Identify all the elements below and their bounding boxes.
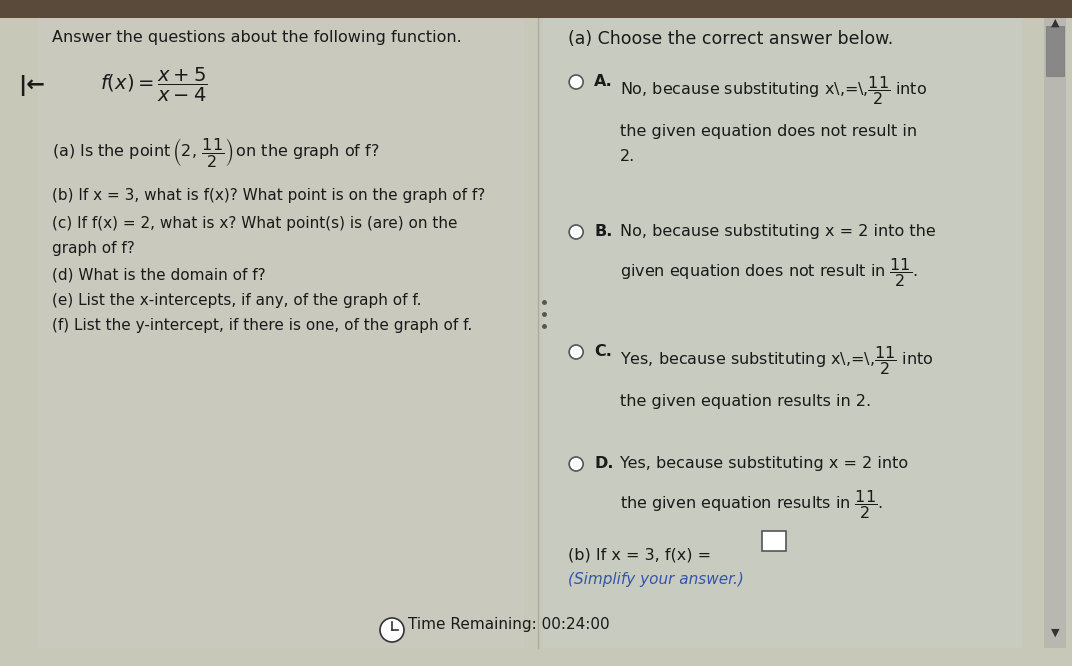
FancyBboxPatch shape [762, 531, 786, 551]
Text: (d) What is the domain of f?: (d) What is the domain of f? [53, 268, 266, 283]
Text: (Simplify your answer.): (Simplify your answer.) [568, 572, 744, 587]
Text: ▲: ▲ [1051, 18, 1059, 28]
Circle shape [569, 345, 583, 359]
Text: D.: D. [594, 456, 613, 471]
Text: (e) List the x-intercepts, if any, of the graph of f.: (e) List the x-intercepts, if any, of th… [53, 293, 421, 308]
Text: (a) Choose the correct answer below.: (a) Choose the correct answer below. [568, 30, 893, 48]
Text: the given equation does not result in: the given equation does not result in [620, 124, 918, 139]
Text: |←: |← [18, 75, 45, 97]
Text: Time Remaining: 00:24:00: Time Remaining: 00:24:00 [408, 617, 610, 631]
Text: ▼: ▼ [1051, 628, 1059, 638]
Text: (b) If x = 3, f(x) =: (b) If x = 3, f(x) = [568, 548, 711, 563]
Text: the given equation results in $\dfrac{11}{2}$.: the given equation results in $\dfrac{11… [620, 488, 882, 521]
FancyBboxPatch shape [544, 18, 1022, 648]
Text: the given equation results in 2.: the given equation results in 2. [620, 394, 872, 409]
Text: Yes, because substituting x\,=\,$\dfrac{11}{2}$ into: Yes, because substituting x\,=\,$\dfrac{… [620, 344, 934, 377]
Text: 2.: 2. [620, 149, 636, 164]
Text: Yes, because substituting x = 2 into: Yes, because substituting x = 2 into [620, 456, 908, 471]
Text: $f(x)=\dfrac{x+5}{x-4}$: $f(x)=\dfrac{x+5}{x-4}$ [100, 66, 208, 104]
Circle shape [569, 457, 583, 471]
Text: given equation does not result in $\dfrac{11}{2}$.: given equation does not result in $\dfra… [620, 256, 918, 289]
Text: (f) List the y-intercept, if there is one, of the graph of f.: (f) List the y-intercept, if there is on… [53, 318, 473, 333]
Text: C.: C. [594, 344, 612, 359]
FancyBboxPatch shape [1046, 26, 1064, 76]
FancyBboxPatch shape [0, 0, 1072, 18]
Text: B.: B. [594, 224, 612, 239]
Text: No, because substituting x\,=\,$\dfrac{11}{2}$ into: No, because substituting x\,=\,$\dfrac{1… [620, 74, 927, 107]
Text: No, because substituting x = 2 into the: No, because substituting x = 2 into the [620, 224, 936, 239]
Text: (b) If x = 3, what is f(x)? What point is on the graph of f?: (b) If x = 3, what is f(x)? What point i… [53, 188, 486, 203]
Text: graph of f?: graph of f? [53, 241, 135, 256]
Text: (a) Is the point $\!\left(2,\,\dfrac{11}{2}\right)\!$ on the graph of f?: (a) Is the point $\!\left(2,\,\dfrac{11}… [53, 136, 379, 169]
Text: A.: A. [594, 74, 613, 89]
Circle shape [569, 225, 583, 239]
Circle shape [379, 618, 404, 642]
Circle shape [569, 75, 583, 89]
Text: (c) If f(x) = 2, what is x? What point(s) is (are) on the: (c) If f(x) = 2, what is x? What point(s… [53, 216, 458, 231]
Text: Answer the questions about the following function.: Answer the questions about the following… [53, 30, 462, 45]
FancyBboxPatch shape [1044, 18, 1066, 648]
FancyBboxPatch shape [38, 18, 524, 648]
